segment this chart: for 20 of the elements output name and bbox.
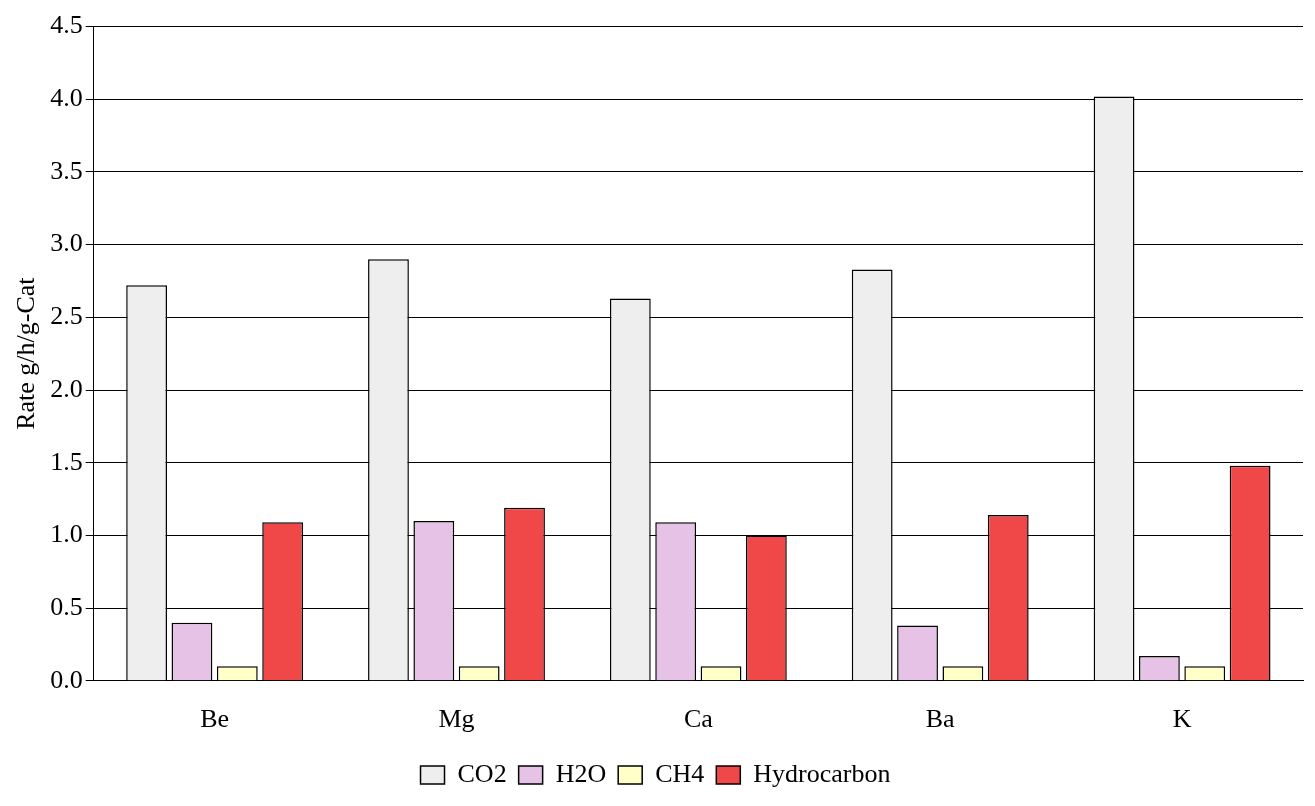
- y-tick-label: 2.0: [50, 373, 83, 403]
- y-tick-label: 4.0: [50, 83, 83, 113]
- x-tick-label: K: [1172, 704, 1192, 734]
- legend-label: Hydrocarbon: [753, 758, 891, 788]
- y-tick-label: 3.5: [50, 155, 83, 185]
- x-tick-label: Ca: [683, 704, 714, 734]
- legend-label: CH4: [655, 758, 705, 788]
- y-tick-label: 0.5: [50, 591, 83, 621]
- y-tick-label: 1.5: [50, 446, 83, 476]
- legend-label: CO2: [457, 758, 507, 788]
- y-tick-label: 0.0: [50, 664, 83, 694]
- y-tick-label: 1.0: [50, 519, 83, 549]
- y-tick-label: 3.0: [50, 228, 83, 258]
- y-tick-label: 4.5: [50, 10, 83, 40]
- x-tick-label: Ba: [925, 704, 956, 734]
- y-tick-label: 2.5: [50, 301, 83, 331]
- y-axis-title: Rate g/h/g-Cat: [11, 276, 41, 430]
- x-tick-label: Be: [200, 704, 230, 734]
- legend-label: H2O: [555, 758, 607, 788]
- x-tick-label: Mg: [438, 704, 475, 734]
